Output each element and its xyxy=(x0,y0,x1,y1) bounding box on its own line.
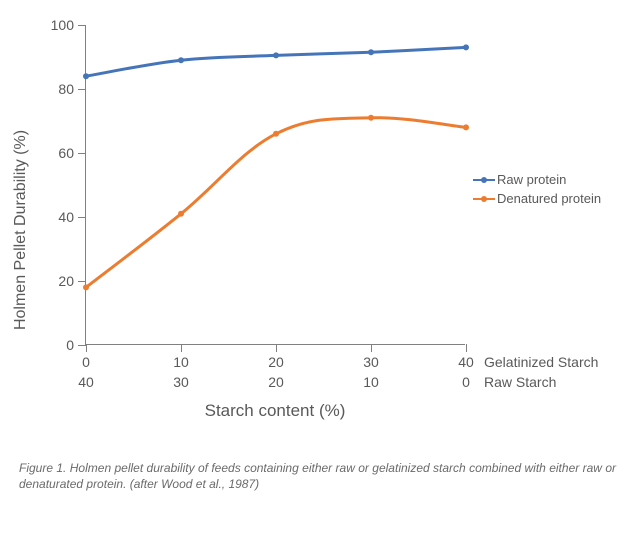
y-tick-label: 40 xyxy=(58,209,74,225)
series-marker xyxy=(368,115,374,121)
x-tick xyxy=(86,344,87,352)
y-tick-label: 20 xyxy=(58,273,74,289)
x-tick-label: 30 xyxy=(173,374,189,390)
x-tick-label: 0 xyxy=(462,374,470,390)
x-tick-label: 40 xyxy=(458,354,474,370)
series-marker xyxy=(178,57,184,63)
y-tick-label: 80 xyxy=(58,81,74,97)
legend-item: Raw protein xyxy=(473,172,601,187)
y-tick xyxy=(78,345,86,346)
series-marker xyxy=(368,49,374,55)
x-tick xyxy=(276,344,277,352)
y-tick xyxy=(78,217,86,218)
x-tick xyxy=(181,344,182,352)
x-tick-label: 20 xyxy=(268,374,284,390)
series-marker xyxy=(273,131,279,137)
x-tick xyxy=(466,344,467,352)
series-marker xyxy=(273,52,279,58)
series-marker xyxy=(463,124,469,130)
x-tick xyxy=(371,344,372,352)
legend-item: Denatured protein xyxy=(473,191,601,206)
x-tick-label: 40 xyxy=(78,374,94,390)
y-tick xyxy=(78,89,86,90)
series-marker xyxy=(83,284,89,290)
x-tick-label: 30 xyxy=(363,354,379,370)
y-tick xyxy=(78,153,86,154)
y-tick-label: 60 xyxy=(58,145,74,161)
x-row-name: Raw Starch xyxy=(484,374,556,390)
y-tick xyxy=(78,25,86,26)
x-tick-label: 0 xyxy=(82,354,90,370)
line-series-svg xyxy=(86,25,466,345)
legend-label: Denatured protein xyxy=(497,191,601,206)
x-row-name: Gelatinized Starch xyxy=(484,354,598,370)
y-tick-label: 100 xyxy=(51,17,74,33)
chart-area: Holmen Pellet Durability (%) 02040608010… xyxy=(15,10,620,450)
figure-container: Holmen Pellet Durability (%) 02040608010… xyxy=(0,0,635,502)
x-axis-label: Starch content (%) xyxy=(205,401,346,421)
series-marker xyxy=(463,44,469,50)
legend-label: Raw protein xyxy=(497,172,566,187)
legend: Raw protein Denatured protein xyxy=(473,168,601,210)
series-marker xyxy=(178,211,184,217)
x-tick-label: 20 xyxy=(268,354,284,370)
y-tick xyxy=(78,281,86,282)
series-line xyxy=(86,47,466,76)
series-marker xyxy=(83,73,89,79)
y-axis-label: Holmen Pellet Durability (%) xyxy=(12,130,30,330)
x-tick-label: 10 xyxy=(363,374,379,390)
figure-caption: Figure 1. Holmen pellet durability of fe… xyxy=(15,450,620,492)
plot-area: 020406080100010203040Gelatinized Starch4… xyxy=(85,25,465,345)
series-line xyxy=(86,118,466,288)
x-tick-label: 10 xyxy=(173,354,189,370)
y-tick-label: 0 xyxy=(66,337,74,353)
